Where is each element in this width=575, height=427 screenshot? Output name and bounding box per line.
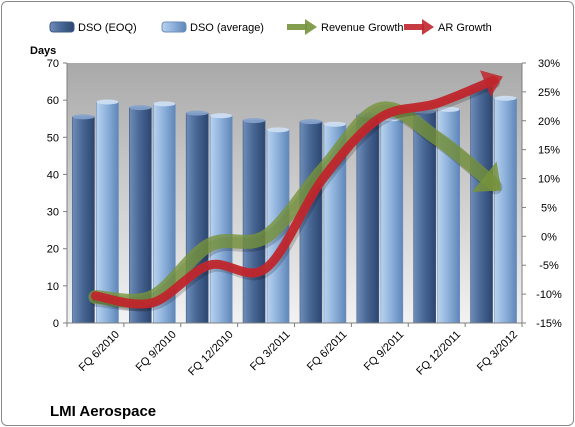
x-tick-label: FQ 3/2011 [248,329,293,374]
series-line-revenue-growth [88,101,501,308]
right-tick-label: -15% [536,318,562,330]
bar-dso-average-2 [209,115,233,324]
bar-cap-0-0 [72,114,95,120]
bar-dso-eoq-1 [129,107,152,324]
bar-cap-1-2 [210,113,233,119]
legend-arrow-head-3 [422,19,434,35]
left-tick-label: 0 [53,318,59,330]
left-tick-label: 60 [47,95,59,107]
right-tick-label: 20% [538,116,560,128]
bar-dso-eoq-3 [242,120,266,324]
bar-dso-average-5 [380,118,404,324]
bar-cap-0-1 [129,105,152,111]
bar-cap-0-4 [299,119,322,125]
x-tick-label: FQ 12/2010 [186,329,236,379]
right-tick-label: 15% [538,145,560,157]
bar-cap-1-7 [494,95,517,101]
bar-cap-1-1 [153,101,176,107]
series-arrowhead-ar-growth [480,70,503,97]
legend-label-1: DSO (average) [190,22,264,34]
bar-cap-1-0 [96,99,119,105]
bar-cap-0-2 [186,110,209,116]
x-tick-label: FQ 6/2010 [77,329,122,374]
right-tick-label: 30% [538,58,560,70]
bar-dso-eoq-7 [470,84,493,324]
x-tick-label: FQ 9/2011 [362,329,407,374]
left-tick-label: 10 [47,281,59,293]
bar-dso-average-7 [494,97,517,324]
bar-cap-0-3 [243,118,266,124]
legend-arrow-head-2 [305,19,317,35]
bar-dso-average-0 [96,101,119,324]
series-line-ar-growth [90,75,499,309]
right-tick-label: 10% [538,174,560,186]
y-axis-unit-label: Days [30,45,56,57]
chart-title: LMI Aerospace [50,403,156,420]
legend-label-3: AR Growth [438,22,492,34]
left-tick-label: 40 [47,169,59,181]
right-tick-label: 25% [538,87,560,99]
bar-cap-1-3 [267,127,290,133]
bar-dso-eoq-5 [356,114,380,324]
bar-cap-1-4 [323,121,346,127]
right-tick-label: -10% [536,289,562,301]
x-tick-label: FQ 9/2010 [134,329,179,374]
x-tick-label: FQ 6/2011 [305,329,350,374]
left-tick-label: 50 [47,132,59,144]
legend-label-0: DSO (EOQ) [78,22,137,34]
bar-cap-1-6 [437,106,460,112]
legend-swatch-0 [49,21,75,33]
legend-label-2: Revenue Growth [321,22,404,34]
x-tick-label: FQ 12/2011 [414,329,463,378]
x-tick-label: FQ 3/2012 [475,329,520,374]
right-tick-label: 5% [541,202,557,214]
right-tick-label: -5% [539,260,559,272]
right-tick-label: 0% [541,231,557,243]
left-tick-label: 30 [47,207,59,219]
bar-dso-eoq-2 [185,112,209,324]
left-tick-label: 20 [47,244,59,256]
lines-layer [88,70,503,312]
series-arrowhead-revenue-growth [471,161,502,192]
left-tick-label: 70 [47,58,59,70]
legend-swatch-1 [161,21,187,33]
legend: DSO (EOQ) DSO (average) Revenue Growth AR G… [49,19,492,35]
